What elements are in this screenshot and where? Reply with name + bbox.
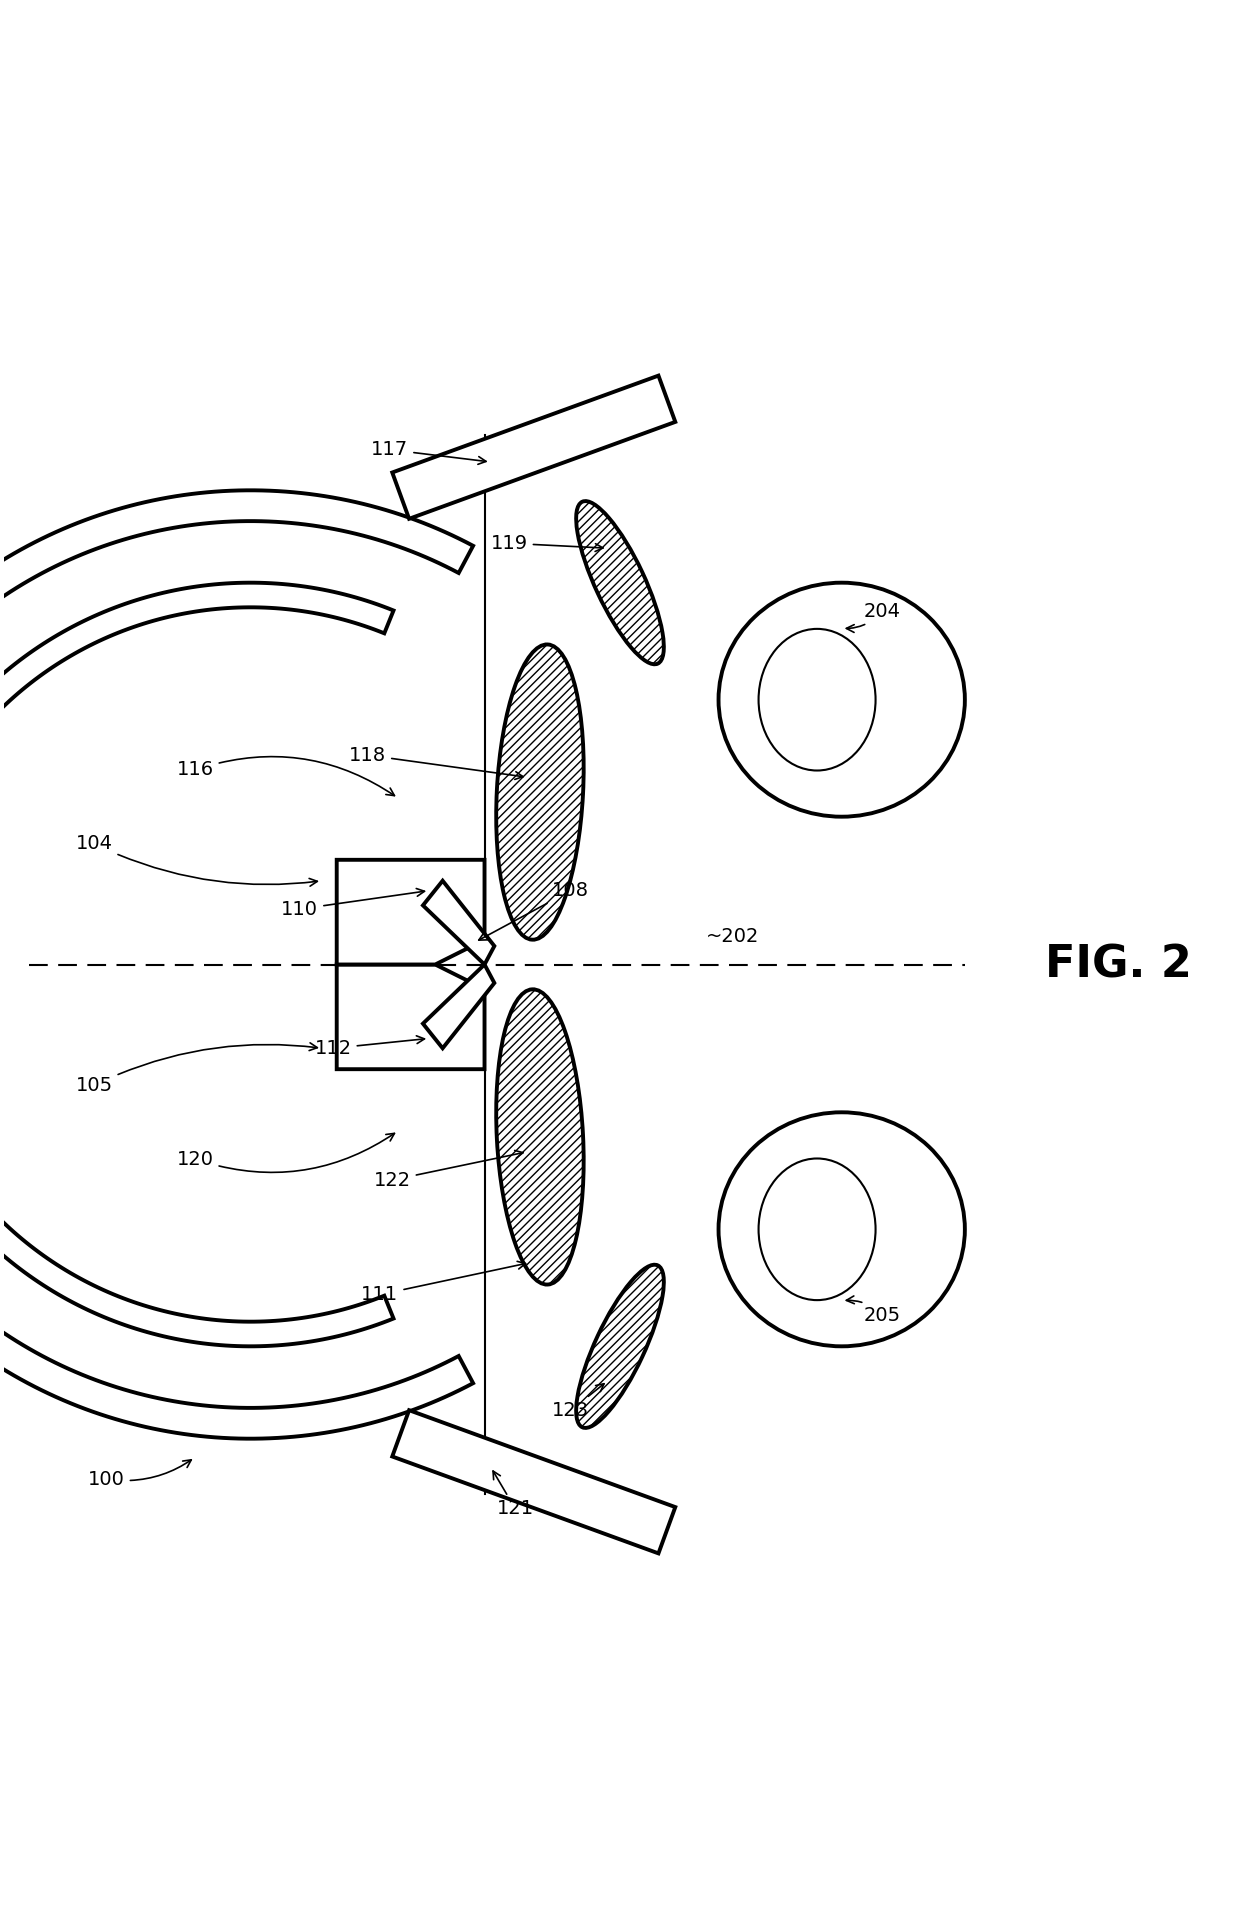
Text: ~202: ~202 xyxy=(707,926,760,945)
Polygon shape xyxy=(0,1026,393,1346)
Polygon shape xyxy=(392,1410,676,1553)
Polygon shape xyxy=(423,882,495,964)
Polygon shape xyxy=(0,583,393,903)
Text: 117: 117 xyxy=(371,440,486,465)
Text: 100: 100 xyxy=(88,1460,191,1489)
Polygon shape xyxy=(337,964,485,1069)
Ellipse shape xyxy=(718,583,965,816)
Text: 111: 111 xyxy=(361,1262,526,1304)
Text: 105: 105 xyxy=(76,1044,317,1094)
Text: 123: 123 xyxy=(552,1383,604,1420)
Polygon shape xyxy=(0,490,474,926)
Ellipse shape xyxy=(759,1159,875,1300)
Ellipse shape xyxy=(577,1265,663,1427)
Polygon shape xyxy=(423,964,495,1047)
Text: 122: 122 xyxy=(373,1150,523,1190)
Text: 110: 110 xyxy=(281,889,424,918)
Polygon shape xyxy=(0,1003,474,1439)
Text: 118: 118 xyxy=(348,747,523,779)
Text: 205: 205 xyxy=(847,1296,901,1325)
Text: FIG. 2: FIG. 2 xyxy=(1045,943,1192,986)
Text: 204: 204 xyxy=(847,602,901,633)
Text: 112: 112 xyxy=(315,1036,424,1057)
Text: 108: 108 xyxy=(479,882,589,939)
Text: 104: 104 xyxy=(76,835,317,885)
Ellipse shape xyxy=(496,990,584,1285)
Text: 121: 121 xyxy=(494,1472,534,1518)
Ellipse shape xyxy=(577,502,663,664)
Text: 120: 120 xyxy=(176,1134,394,1173)
Polygon shape xyxy=(392,376,676,519)
Ellipse shape xyxy=(718,1113,965,1346)
Polygon shape xyxy=(337,860,485,964)
Text: 119: 119 xyxy=(491,534,603,554)
Ellipse shape xyxy=(496,644,584,939)
Ellipse shape xyxy=(759,629,875,770)
Text: 116: 116 xyxy=(176,756,394,795)
